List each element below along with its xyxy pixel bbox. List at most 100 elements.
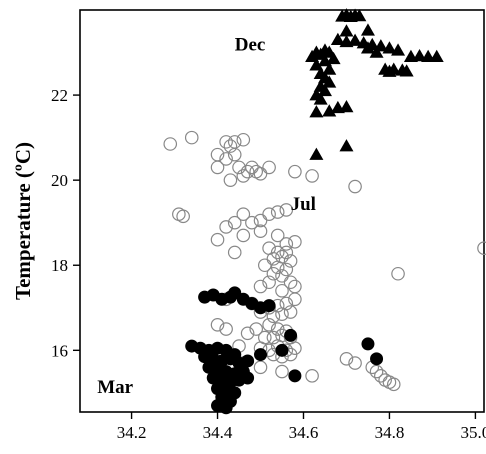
open-circle-point [266, 252, 281, 266]
filled-circle-point [275, 343, 289, 357]
open-circle-point [386, 377, 401, 392]
triangle-point [330, 32, 345, 46]
x-tick-label: 34.6 [289, 423, 319, 442]
x-tick-label: 34.2 [117, 423, 147, 442]
open-circle-point [163, 137, 178, 151]
open-circle-point [270, 228, 285, 243]
triangle-point [412, 48, 427, 62]
open-circle-point [288, 235, 302, 249]
open-circle-point [305, 169, 319, 183]
x-axis: 34.2 34.4 34.6 34.8 35.0 [117, 412, 486, 442]
open-circle-point [288, 292, 302, 307]
filled-circle-point [254, 348, 268, 362]
open-circle-point [210, 317, 225, 332]
triangle-point [429, 49, 444, 63]
open-circle-point [253, 213, 268, 228]
open-circle-point [219, 152, 233, 166]
y-tick-label: 22 [51, 86, 68, 105]
open-circle-point [253, 279, 268, 294]
open-circle-point [227, 215, 242, 230]
open-circle-point [253, 224, 268, 239]
open-circle-point [176, 209, 190, 224]
y-tick-label: 16 [51, 341, 68, 360]
month-annotation: Dec [235, 34, 266, 55]
triangle-point [343, 9, 358, 23]
triangle-point [399, 64, 414, 77]
open-circle-point [240, 326, 255, 341]
open-circle-point [477, 241, 486, 256]
open-circle-point [262, 275, 276, 290]
open-circle-point [227, 245, 242, 260]
open-circle-point [210, 232, 225, 247]
y-axis: 16 18 20 22 [51, 86, 80, 360]
open-circle-point [288, 164, 302, 179]
open-circle-point [339, 352, 354, 366]
triangle-point [309, 147, 324, 160]
open-circle-point [369, 364, 384, 379]
open-circle-point [262, 160, 276, 175]
filled-circle-point [241, 354, 255, 368]
open-circle-point [240, 164, 255, 179]
triangle-point [309, 105, 324, 118]
open-circle-point [258, 258, 272, 273]
plot-frame [79, 9, 485, 413]
data-points [163, 8, 486, 415]
triangle-point [391, 43, 406, 56]
open-circle-point [236, 169, 251, 183]
triangle-point [360, 41, 375, 54]
open-circle-point [279, 237, 294, 251]
open-circle-point [275, 364, 289, 379]
filled-circle-point [241, 371, 255, 385]
triangle-point [382, 64, 397, 77]
filled-circle-point [284, 328, 298, 342]
triangle-point [309, 58, 324, 71]
open-circle-point [374, 369, 388, 383]
open-circle-point [266, 266, 281, 281]
open-circle-point [283, 305, 298, 319]
triangle-point [360, 23, 375, 36]
triangle-point [317, 83, 332, 97]
triangle-point [322, 104, 337, 117]
open-circle-point [249, 322, 264, 336]
filled-circle-point [288, 369, 302, 383]
triangle-point [313, 92, 328, 105]
open-circle-point [348, 356, 362, 370]
filled-circle-point [361, 337, 375, 351]
open-circle-point [253, 360, 268, 375]
triangle-point [352, 8, 367, 22]
month-annotation: Jul [291, 194, 316, 215]
x-tick-label: 34.8 [375, 423, 405, 442]
open-circle-point [283, 275, 298, 290]
triangle-point [305, 49, 320, 63]
open-circle-point [253, 166, 268, 181]
open-circle-point [223, 139, 238, 153]
triangle-point [382, 41, 397, 54]
open-circle-point [279, 245, 294, 260]
open-circle-point [236, 228, 251, 243]
open-circle-point [223, 173, 238, 187]
filled-circle-point [219, 401, 233, 415]
open-circle-point [227, 147, 242, 162]
open-circle-point [391, 266, 405, 281]
x-tick-label: 34.4 [203, 423, 233, 442]
open-circle-point [210, 160, 225, 175]
open-circle-point [245, 215, 259, 230]
open-circle-point [283, 254, 298, 268]
y-tick-label: 20 [51, 171, 68, 190]
open-circle-point [236, 207, 251, 221]
triangle-point [317, 54, 332, 67]
x-tick-label: 35.0 [461, 423, 486, 442]
open-circle-point [348, 179, 362, 194]
y-axis-label: Temperature (ºC) [11, 142, 35, 300]
open-circle-point [219, 322, 233, 336]
open-circle-point [245, 160, 259, 175]
annotations: Dec Jul Mar [97, 34, 316, 397]
triangle-point [339, 99, 354, 113]
month-annotation: Mar [97, 377, 133, 398]
triangle-point [369, 45, 384, 58]
filled-circle-point [262, 299, 276, 313]
open-circle-point [279, 203, 294, 217]
open-circle-point [219, 135, 233, 149]
triangle-point [326, 51, 341, 65]
